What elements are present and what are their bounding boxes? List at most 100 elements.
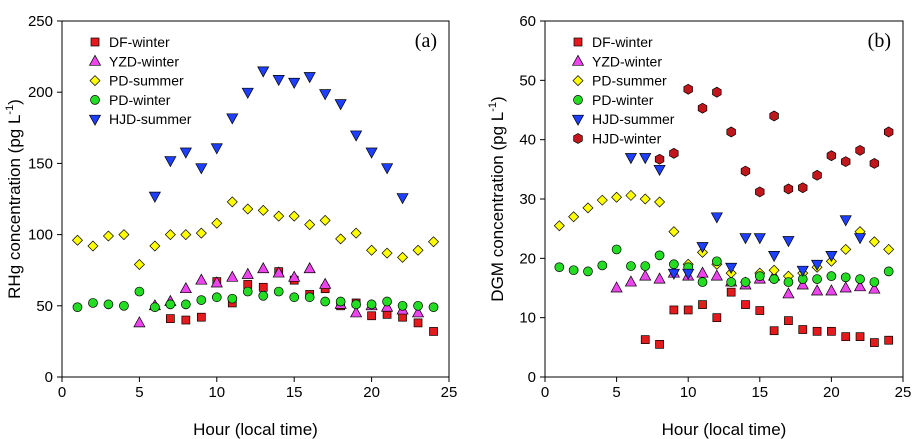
marker bbox=[655, 340, 664, 349]
marker bbox=[258, 290, 269, 301]
marker bbox=[179, 147, 192, 159]
marker bbox=[855, 332, 865, 342]
x-tick-label: 25 bbox=[441, 384, 458, 401]
marker bbox=[288, 270, 301, 282]
marker bbox=[196, 312, 206, 322]
marker bbox=[411, 306, 425, 318]
y-tick-label: 50 bbox=[36, 298, 53, 315]
y-tick-label: 250 bbox=[28, 13, 53, 30]
y-tick-label: 20 bbox=[519, 250, 536, 267]
legend-marker bbox=[90, 95, 100, 105]
marker bbox=[195, 273, 208, 285]
marker bbox=[211, 292, 222, 303]
legend-label: HJD-summer bbox=[109, 111, 192, 127]
marker bbox=[654, 153, 665, 165]
marker bbox=[226, 270, 239, 282]
marker bbox=[697, 102, 708, 114]
legend-marker bbox=[88, 114, 102, 126]
marker bbox=[396, 193, 409, 205]
panel-label: (b) bbox=[868, 30, 891, 52]
marker bbox=[180, 299, 191, 310]
marker bbox=[397, 300, 408, 311]
marker bbox=[413, 318, 423, 328]
marker bbox=[103, 299, 114, 310]
legend-marker bbox=[90, 37, 100, 47]
marker bbox=[784, 316, 793, 325]
marker bbox=[380, 163, 394, 175]
marker bbox=[289, 292, 300, 303]
marker bbox=[166, 314, 175, 323]
marker bbox=[625, 189, 637, 201]
marker bbox=[653, 164, 666, 177]
marker bbox=[810, 259, 824, 271]
marker bbox=[840, 272, 851, 283]
marker bbox=[226, 196, 238, 208]
marker bbox=[258, 282, 268, 292]
panel: 0 5 10 15 20 25 0 10 20 30 40 50 60 Hour (local time)… bbox=[487, 13, 911, 439]
marker bbox=[754, 271, 765, 281]
y-tick-label: 60 bbox=[519, 13, 536, 30]
marker bbox=[165, 299, 176, 310]
marker bbox=[839, 215, 852, 227]
marker bbox=[782, 236, 795, 248]
legend-label: HJD-summer bbox=[592, 111, 675, 127]
marker bbox=[242, 286, 253, 297]
marker bbox=[210, 143, 223, 155]
plot-frame bbox=[61, 20, 450, 378]
marker bbox=[683, 83, 693, 95]
marker bbox=[257, 262, 270, 274]
marker bbox=[303, 262, 316, 274]
y-axis-label: RHg concentration (pg L-1) bbox=[4, 99, 24, 299]
marker bbox=[740, 277, 751, 287]
marker bbox=[257, 66, 270, 78]
marker bbox=[869, 277, 880, 287]
marker bbox=[826, 150, 837, 162]
legend-label: DF-winter bbox=[592, 34, 653, 50]
marker bbox=[741, 300, 750, 309]
marker bbox=[883, 126, 894, 138]
marker bbox=[195, 163, 208, 175]
marker bbox=[726, 277, 737, 287]
marker bbox=[755, 306, 765, 315]
marker bbox=[568, 211, 580, 223]
marker bbox=[868, 236, 880, 248]
marker bbox=[350, 130, 363, 142]
marker bbox=[883, 243, 895, 255]
y-axis-label-part: RHg concentration (pg L bbox=[5, 115, 24, 299]
marker bbox=[769, 274, 779, 284]
marker bbox=[303, 72, 316, 84]
marker bbox=[841, 156, 851, 168]
legend-label: PD-summer bbox=[109, 73, 184, 89]
y-axis-label: DGM concentration (pg L-1) bbox=[487, 96, 507, 301]
marker bbox=[639, 269, 652, 281]
marker bbox=[88, 298, 98, 308]
marker bbox=[726, 287, 736, 297]
marker bbox=[554, 262, 565, 273]
y-tick-label: 100 bbox=[28, 227, 53, 244]
marker bbox=[335, 233, 347, 245]
marker bbox=[611, 244, 622, 255]
marker bbox=[769, 110, 779, 122]
marker bbox=[133, 259, 145, 270]
marker bbox=[304, 219, 316, 231]
marker bbox=[428, 302, 439, 313]
x-axis-label: Hour (local time) bbox=[193, 420, 318, 439]
legend-marker bbox=[571, 114, 585, 126]
marker bbox=[812, 326, 822, 336]
marker bbox=[753, 233, 766, 245]
marker bbox=[640, 261, 651, 271]
marker bbox=[87, 240, 99, 252]
marker bbox=[640, 335, 650, 344]
marker bbox=[134, 286, 145, 297]
marker bbox=[118, 229, 130, 241]
marker bbox=[367, 311, 376, 321]
panel-label: (a) bbox=[415, 30, 437, 52]
marker bbox=[711, 256, 722, 267]
legend-marker bbox=[89, 75, 101, 87]
marker bbox=[319, 214, 331, 226]
marker bbox=[796, 265, 809, 277]
marker bbox=[335, 296, 346, 307]
y-tick-label: 0 bbox=[528, 369, 536, 386]
marker bbox=[179, 281, 192, 294]
marker bbox=[710, 269, 723, 281]
